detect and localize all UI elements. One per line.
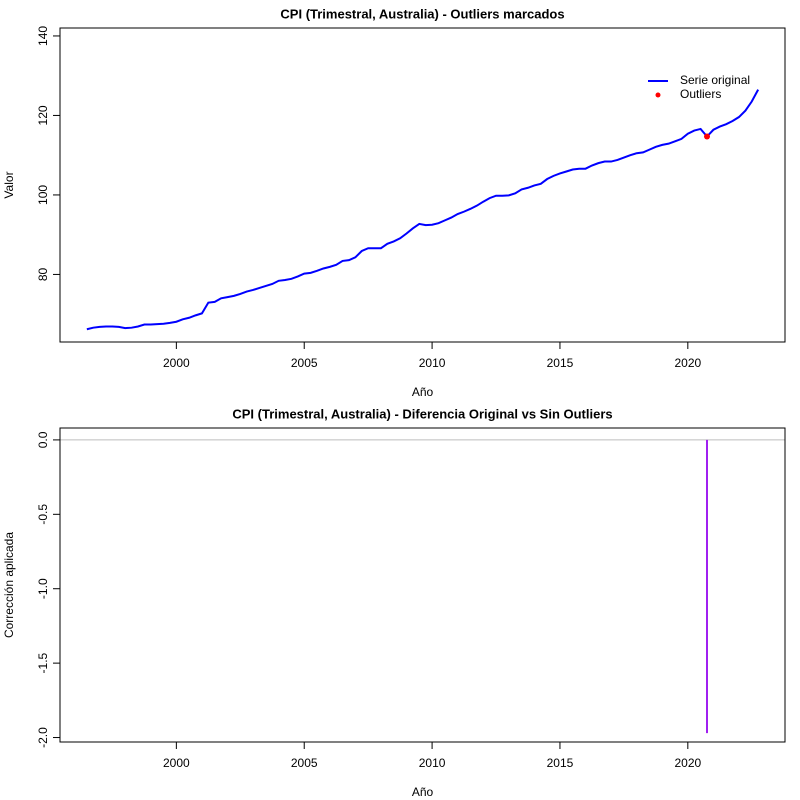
x-tick-label: 2015: [547, 756, 574, 770]
y-tick-label: -2.0: [36, 727, 50, 748]
plot-frame: [59, 27, 786, 343]
y-tick-label: 100: [36, 185, 50, 205]
y-tick-label: -1.0: [36, 578, 50, 599]
y-tick-label: -0.5: [36, 504, 50, 525]
y-tick-label: 140: [36, 26, 50, 46]
legend-label: Serie original: [680, 73, 750, 87]
x-tick-label: 2005: [291, 756, 318, 770]
x-tick-label: 2020: [674, 756, 701, 770]
series-line: [86, 89, 760, 331]
x-tick-label: 2005: [291, 356, 318, 370]
x-tick-label: 2000: [163, 356, 190, 370]
x-tick-label: 2000: [163, 756, 190, 770]
x-axis-label: Año: [412, 785, 434, 799]
x-tick-label: 2010: [419, 756, 446, 770]
outlier-point: [704, 133, 711, 140]
y-tick-label: 80: [36, 267, 50, 281]
legend-label: Outliers: [680, 87, 721, 101]
x-tick-label: 2015: [547, 356, 574, 370]
y-tick-label: 0.0: [36, 431, 50, 448]
y-axis-label: Corrección aplicada: [2, 532, 16, 638]
y-axis-label: Valor: [2, 171, 16, 198]
x-tick-label: 2010: [419, 356, 446, 370]
legend-marker: [655, 92, 661, 98]
y-tick-label: 120: [36, 105, 50, 125]
x-tick-label: 2020: [674, 356, 701, 370]
plot-frame: [59, 427, 786, 743]
chart-title: CPI (Trimestral, Australia) - Outliers m…: [280, 6, 564, 21]
x-axis-label: Año: [412, 385, 434, 399]
chart-title: CPI (Trimestral, Australia) - Diferencia…: [232, 406, 612, 421]
y-tick-label: -1.5: [36, 652, 50, 673]
